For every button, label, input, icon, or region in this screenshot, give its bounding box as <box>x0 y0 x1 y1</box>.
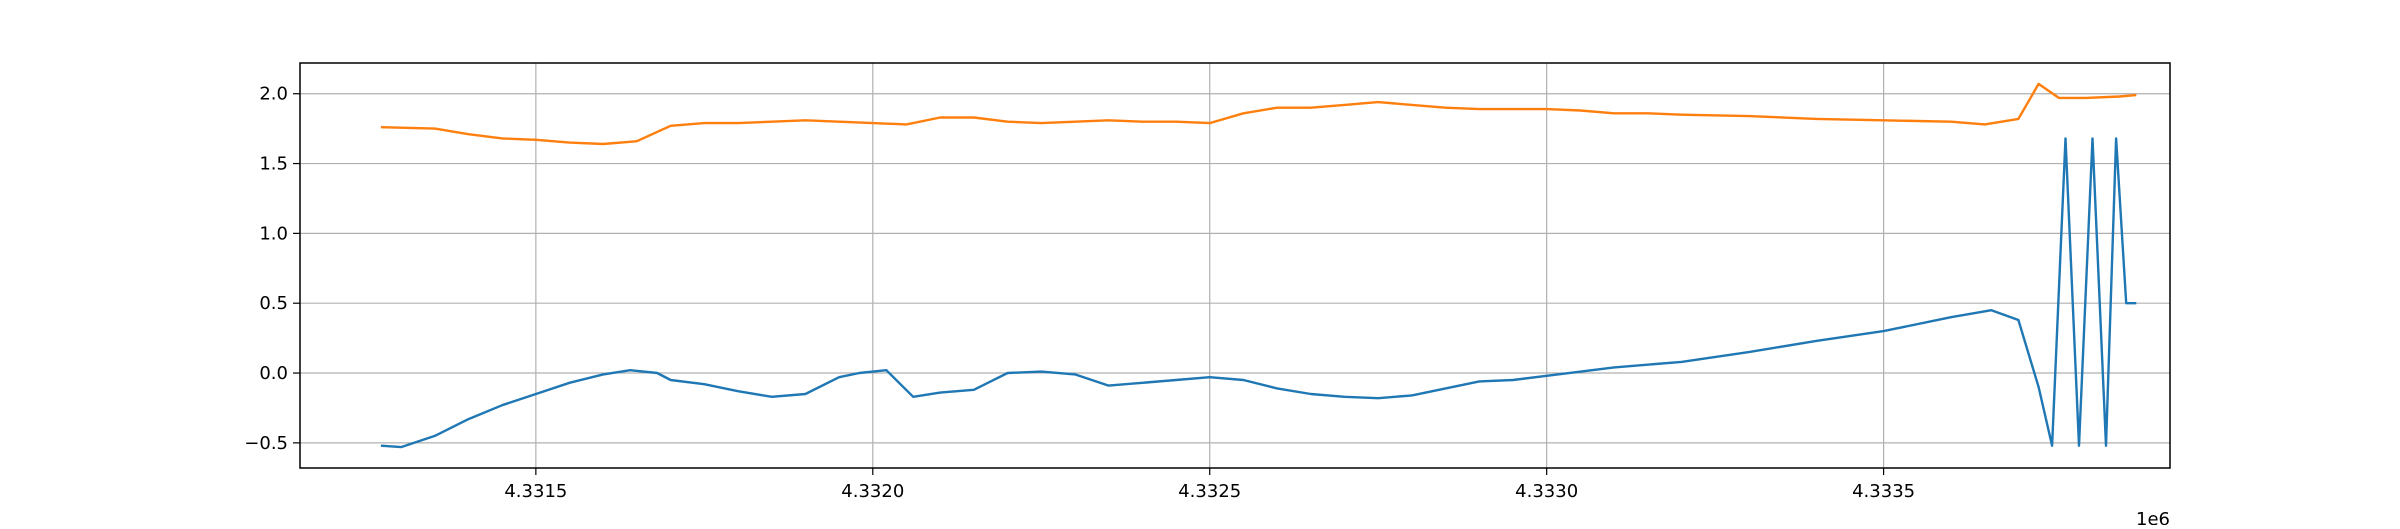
x-tick-label: 4.3330 <box>1515 481 1578 502</box>
tick-labels: 4.3315 4.3320 4.3325 4.3330 4.3335 −0.5 0.0 0.5… <box>244 84 1915 502</box>
axes-frame <box>299 62 2171 469</box>
x-offset-label: 1e6 <box>2136 509 2170 525</box>
x-tick-label: 4.3325 <box>1178 481 1241 502</box>
series-layer <box>380 82 2137 449</box>
y-tick-label: 0.5 <box>259 293 288 314</box>
x-tick-label: 4.3335 <box>1852 481 1915 502</box>
series-line-1 <box>380 137 2137 449</box>
x-tick-label: 4.3320 <box>841 481 904 502</box>
y-tick-label: −0.5 <box>244 433 288 454</box>
series-line-2 <box>380 82 2137 146</box>
y-tick-label: 1.5 <box>259 154 288 175</box>
y-tick-label: 1.0 <box>259 223 288 244</box>
y-tick-label: 0.0 <box>259 363 288 384</box>
tick-marks <box>293 93 1885 475</box>
x-tick-label: 4.3315 <box>504 481 567 502</box>
y-tick-label: 2.0 <box>259 84 288 105</box>
